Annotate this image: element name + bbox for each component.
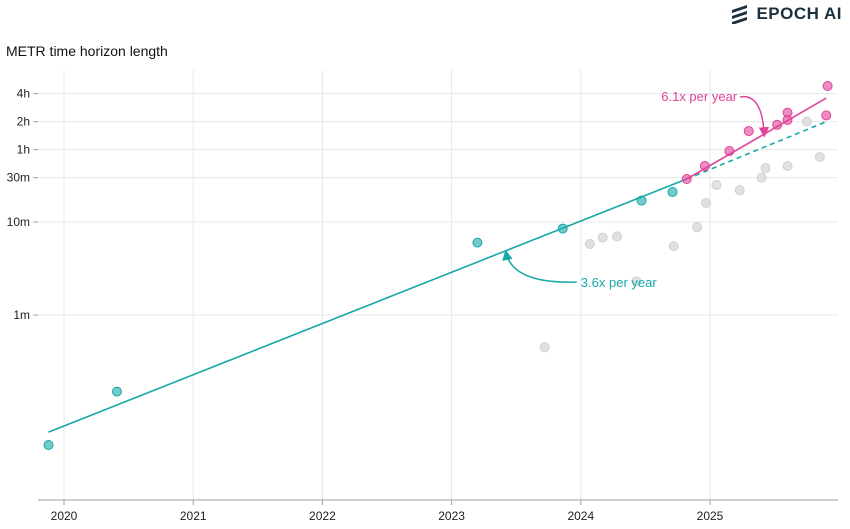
trend-line-extrapolation [686, 120, 827, 180]
annotation-label: 3.6x per year [581, 275, 658, 290]
data-point-other [801, 116, 812, 127]
annotations: 3.6x per year 6.1x per year [502, 89, 770, 290]
axes: 2020 2021 2022 2023 2024 2025 1m 10m 30m 1h 2h 4h [7, 87, 838, 523]
data-point-other [756, 172, 767, 183]
x-tick-label: 2021 [180, 509, 207, 523]
data-point-frontier [636, 195, 647, 206]
data-point-frontier [111, 386, 122, 397]
y-tick-label: 1m [13, 308, 30, 322]
data-point-other [782, 161, 793, 172]
y-tick-label: 30m [7, 171, 30, 185]
data-point-frontier [782, 107, 793, 118]
data-point-other [692, 222, 703, 233]
data-point-frontier [821, 110, 832, 121]
data-points [43, 80, 833, 451]
annotation-label: 6.1x per year [661, 89, 738, 104]
brand-name: EPOCH AI [756, 4, 842, 23]
data-point-frontier [667, 187, 678, 198]
x-tick-label: 2023 [438, 509, 465, 523]
data-point-frontier [681, 173, 692, 184]
data-point-frontier [743, 126, 754, 137]
data-point-frontier [822, 80, 833, 91]
data-point-other [584, 239, 595, 250]
data-point-frontier [557, 223, 568, 234]
trend-line [48, 178, 688, 433]
x-tick-label: 2022 [309, 509, 336, 523]
data-point-frontier [43, 440, 54, 451]
y-tick-label: 10m [7, 215, 30, 229]
annotation-arrow [739, 95, 770, 138]
data-point-other [760, 163, 771, 174]
x-tick-label: 2024 [567, 509, 594, 523]
epoch-ai-stripes-icon [732, 5, 748, 24]
y-tick-label: 4h [17, 87, 30, 101]
data-point-other [539, 342, 550, 353]
trend-line [686, 97, 827, 180]
data-point-frontier [724, 146, 735, 157]
data-point-other [611, 231, 622, 242]
data-point-other [701, 198, 712, 209]
data-point-frontier [472, 237, 483, 248]
data-point-frontier [699, 161, 710, 172]
data-point-other [668, 241, 679, 252]
brand-logo: EPOCH AI [730, 4, 842, 24]
chart-title: METR time horizon length [6, 43, 168, 59]
data-point-frontier [772, 119, 783, 130]
x-tick-label: 2020 [51, 509, 78, 523]
annotation-arrow [502, 249, 577, 283]
data-point-other [631, 276, 642, 287]
trend-lines [48, 97, 827, 433]
data-point-other [711, 179, 722, 190]
grid-lines [38, 70, 838, 500]
data-point-other [814, 151, 825, 162]
data-point-other [734, 185, 745, 196]
y-tick-label: 2h [17, 115, 30, 129]
x-tick-label: 2025 [697, 509, 724, 523]
y-tick-label: 1h [17, 143, 30, 157]
data-point-other [597, 232, 608, 243]
